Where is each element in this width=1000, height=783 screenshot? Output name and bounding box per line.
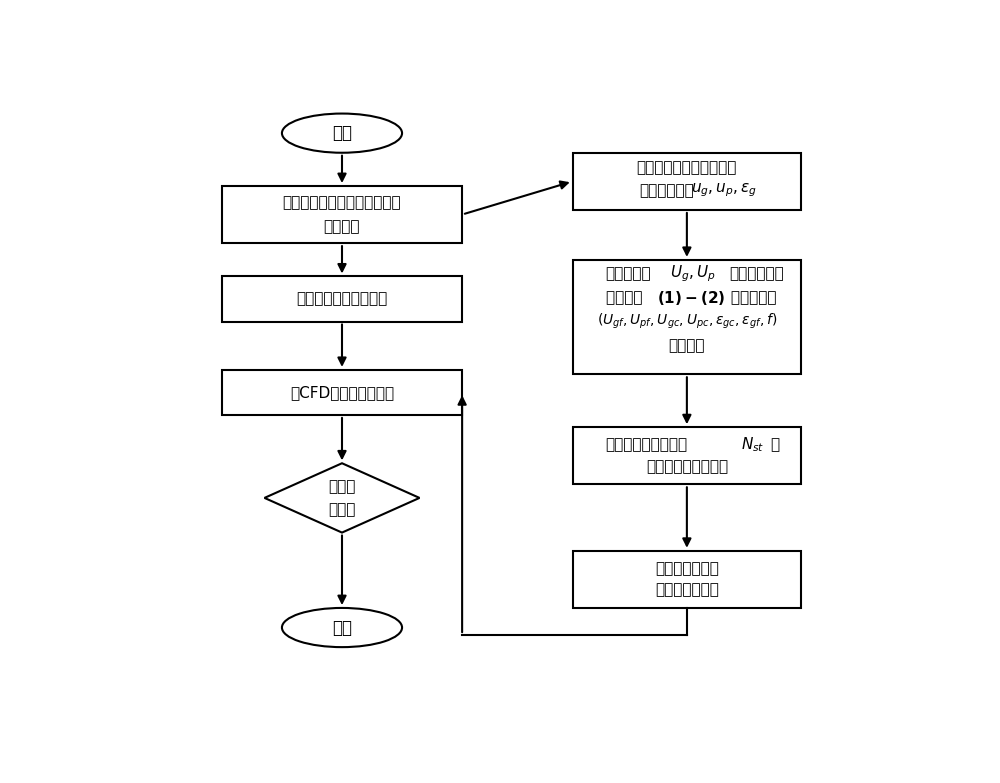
Text: 最: 最 [771,438,780,453]
Ellipse shape [282,608,402,647]
Text: 求解满足非线: 求解满足非线 [730,266,784,281]
Text: 性方程组: 性方程组 [606,290,647,305]
Bar [222,276,462,322]
Bar [573,427,801,485]
Text: 否结束: 否结束 [328,502,356,517]
Text: 由操作条件: 由操作条件 [606,266,651,281]
Text: 应器结构: 应器结构 [324,219,360,234]
Bar [222,370,462,415]
Text: 初始化流场和边界条件: 初始化流场和边界条件 [296,291,388,306]
Text: 度和浓度数据: 度和浓度数据 [639,183,694,198]
Text: 开始: 开始 [332,124,352,143]
Text: 设定物性参数，操作条件，反: 设定物性参数，操作条件，反 [283,195,401,210]
Text: 的所有变量: 的所有变量 [726,290,776,305]
Text: $\mathbf{(1)-(2)}$: $\mathbf{(1)-(2)}$ [657,288,726,306]
Text: 结束: 结束 [332,619,352,637]
Text: 由CFD求解器计算流场: 由CFD求解器计算流场 [290,385,394,400]
Text: $N_{st}$: $N_{st}$ [741,435,765,454]
Text: 计算是: 计算是 [328,479,356,494]
Text: 读取流场中每个微元的速: 读取流场中每个微元的速 [637,161,737,175]
Ellipse shape [282,114,402,153]
Text: 在所有根中寻找满足: 在所有根中寻找满足 [606,438,688,453]
Text: 计算非均匀结构: 计算非均匀结构 [655,561,719,576]
Text: $u_g,u_p,\varepsilon_g$: $u_g,u_p,\varepsilon_g$ [691,182,757,199]
Bar [573,550,801,608]
Bar [573,260,801,374]
Text: $U_g,U_p$: $U_g,U_p$ [670,263,715,284]
Polygon shape [264,464,420,532]
Text: 因子和曳力系数: 因子和曳力系数 [655,583,719,597]
Text: 小的最优根，并保存: 小的最优根，并保存 [646,459,728,474]
Text: $(U_{gf},U_{pf},U_{gc},U_{pc},\varepsilon_{gc},\varepsilon_{gf},f)$: $(U_{gf},U_{pf},U_{gc},U_{pc},\varepsilo… [597,312,777,331]
Bar [222,186,462,244]
Bar [573,153,801,210]
Text: 根的组合: 根的组合 [669,337,705,353]
